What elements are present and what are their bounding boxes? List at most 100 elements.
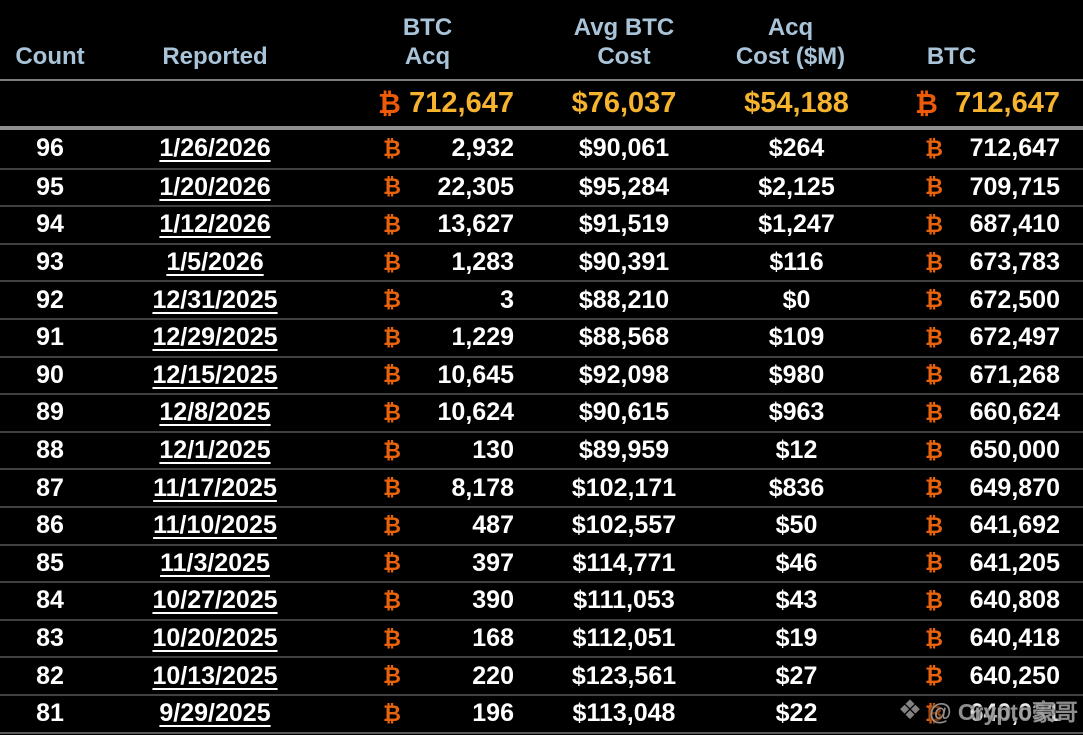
btc-acq-value: 168 bbox=[472, 624, 514, 653]
btc-acq-cell: ₿ 10,624 bbox=[330, 398, 525, 427]
reported-date-cell: 10/13/2025 bbox=[100, 662, 330, 691]
reported-date-link[interactable]: 10/27/2025 bbox=[152, 586, 278, 615]
reported-date-link[interactable]: 12/8/2025 bbox=[159, 398, 271, 427]
table-row: 95 1/20/2026 ₿ 22,305 $95,284 $2,125 ₿ 7… bbox=[0, 167, 1083, 206]
btc-total-value: 641,205 bbox=[969, 548, 1060, 577]
btc-acq-cell: ₿ 1,229 bbox=[330, 323, 525, 352]
count-cell: 91 bbox=[36, 323, 64, 352]
table-header-row: Count Reported BTC Acq Avg BTC Cost Acq … bbox=[0, 0, 1083, 79]
reported-date-cell: 12/1/2025 bbox=[100, 436, 330, 465]
table-row: 82 10/13/2025 ₿ 220 $123,561 $27 ₿ 640,2… bbox=[0, 656, 1083, 694]
btc-acq-cell: ₿ 3 bbox=[330, 286, 525, 315]
acq-cost-cell: $963 bbox=[768, 398, 825, 427]
totals-btc-total: ₿ 712,647 bbox=[870, 87, 1083, 120]
reported-date-link[interactable]: 11/3/2025 bbox=[160, 548, 270, 577]
btc-total-value: 640,031 bbox=[969, 699, 1060, 728]
btc-acq-cell: ₿ 196 bbox=[330, 699, 525, 728]
column-header-reported: Reported bbox=[100, 43, 330, 72]
reported-date-cell: 11/3/2025 bbox=[100, 549, 330, 578]
reported-date-link[interactable]: 10/13/2025 bbox=[152, 661, 278, 690]
acq-cost-cell: $1,247 bbox=[758, 210, 835, 239]
btc-icon: ₿ bbox=[925, 664, 943, 690]
count-cell: 83 bbox=[36, 624, 64, 653]
reported-date-cell: 9/29/2025 bbox=[100, 699, 330, 728]
btc-icon: ₿ bbox=[925, 513, 943, 539]
reported-date-cell: 1/20/2026 bbox=[100, 173, 330, 202]
table-row: 86 11/10/2025 ₿ 487 $102,557 $50 ₿ 641,6… bbox=[0, 505, 1083, 544]
reported-date-cell: 12/31/2025 bbox=[100, 286, 330, 315]
btc-total-cell: ₿ 649,870 bbox=[870, 474, 1083, 503]
avg-btc-cost-cell: $111,053 bbox=[573, 586, 675, 615]
column-header-label: BTC bbox=[926, 43, 977, 71]
avg-btc-cost-cell: $95,284 bbox=[578, 172, 670, 201]
header-divider bbox=[0, 79, 1083, 81]
column-header-label: Acq bbox=[767, 14, 814, 42]
reported-date-link[interactable]: 12/29/2025 bbox=[152, 323, 278, 352]
avg-btc-cost-cell: $113,048 bbox=[572, 699, 676, 728]
count-cell: 89 bbox=[36, 398, 64, 427]
avg-btc-cost-cell: $91,519 bbox=[578, 210, 670, 239]
btc-icon: ₿ bbox=[383, 250, 401, 276]
acq-cost-cell: $50 bbox=[775, 511, 818, 540]
btc-acq-cell: ₿ 13,627 bbox=[330, 210, 525, 239]
btc-icon: ₿ bbox=[925, 288, 943, 314]
column-header-avg-btc-cost: Avg BTC Cost bbox=[525, 14, 723, 72]
btc-acq-value: 487 bbox=[472, 511, 514, 540]
reported-date-link[interactable]: 9/29/2025 bbox=[159, 699, 271, 728]
acq-cost-cell: $264 bbox=[768, 134, 825, 163]
reported-date-link[interactable]: 11/10/2025 bbox=[153, 511, 277, 540]
btc-total-value: 672,497 bbox=[969, 323, 1060, 352]
btc-acq-value: 196 bbox=[472, 699, 514, 728]
reported-date-link[interactable]: 1/12/2026 bbox=[159, 210, 271, 239]
table-row: 88 12/1/2025 ₿ 130 $89,959 $12 ₿ 650,000 bbox=[0, 430, 1083, 469]
count-cell: 81 bbox=[36, 699, 64, 728]
reported-date-link[interactable]: 12/1/2025 bbox=[159, 436, 271, 465]
btc-total-cell: ₿ 673,783 bbox=[870, 248, 1083, 277]
avg-btc-cost-cell: $88,568 bbox=[578, 323, 670, 352]
reported-date-link[interactable]: 1/26/2026 bbox=[159, 134, 271, 163]
bottom-divider bbox=[0, 731, 1083, 734]
reported-date-cell: 1/12/2026 bbox=[100, 210, 330, 239]
acq-cost-cell: $19 bbox=[775, 624, 818, 653]
reported-date-link[interactable]: 12/15/2025 bbox=[152, 360, 278, 389]
reported-date-cell: 11/10/2025 bbox=[100, 511, 330, 540]
column-header-label: Cost bbox=[597, 43, 651, 71]
reported-date-link[interactable]: 10/20/2025 bbox=[152, 624, 278, 653]
count-cell: 93 bbox=[36, 248, 64, 277]
totals-acq-cost-value: $54,188 bbox=[744, 87, 849, 119]
acq-cost-cell: $43 bbox=[775, 586, 818, 615]
btc-total-value: 671,268 bbox=[969, 360, 1060, 389]
btc-icon: ₿ bbox=[925, 363, 943, 389]
acq-cost-cell: $46 bbox=[775, 548, 818, 577]
btc-icon: ₿ bbox=[925, 626, 943, 652]
btc-total-cell: ₿ 687,410 bbox=[870, 210, 1083, 239]
reported-date-cell: 12/15/2025 bbox=[100, 361, 330, 390]
btc-acq-cell: ₿ 220 bbox=[330, 662, 525, 691]
column-header-btc-total: BTC bbox=[870, 43, 1083, 72]
reported-date-cell: 12/29/2025 bbox=[100, 323, 330, 352]
btc-acq-cell: ₿ 8,178 bbox=[330, 474, 525, 503]
table-row: 93 1/5/2026 ₿ 1,283 $90,391 $116 ₿ 673,7… bbox=[0, 242, 1083, 281]
table-row: 94 1/12/2026 ₿ 13,627 $91,519 $1,247 ₿ 6… bbox=[0, 205, 1083, 243]
btc-total-cell: ₿ 671,268 bbox=[870, 361, 1083, 390]
reported-date-cell: 1/26/2026 bbox=[100, 134, 330, 163]
btc-total-cell: ₿ 640,808 bbox=[870, 586, 1083, 615]
avg-btc-cost-cell: $123,561 bbox=[571, 661, 677, 690]
btc-total-cell: ₿ 641,205 bbox=[870, 549, 1083, 578]
btc-total-cell: ₿ 650,000 bbox=[870, 436, 1083, 465]
btc-icon: ₿ bbox=[383, 664, 401, 690]
reported-date-link[interactable]: 1/5/2026 bbox=[166, 248, 264, 277]
reported-date-link[interactable]: 12/31/2025 bbox=[152, 285, 278, 314]
table-body: 96 1/26/2026 ₿ 2,932 $90,061 $264 ₿ 712,… bbox=[0, 130, 1083, 732]
avg-btc-cost-cell: $102,557 bbox=[571, 511, 677, 540]
btc-acq-value: 10,624 bbox=[437, 398, 514, 427]
btc-icon: ₿ bbox=[925, 476, 943, 502]
avg-btc-cost-cell: $88,210 bbox=[578, 285, 670, 314]
btc-total-cell: ₿ 672,500 bbox=[870, 286, 1083, 315]
acq-cost-cell: $27 bbox=[775, 661, 818, 690]
count-cell: 95 bbox=[36, 172, 64, 201]
reported-date-link[interactable]: 1/20/2026 bbox=[159, 172, 271, 201]
btc-icon: ₿ bbox=[925, 175, 943, 201]
btc-acq-value: 2,932 bbox=[451, 134, 514, 163]
reported-date-link[interactable]: 11/17/2025 bbox=[153, 473, 277, 502]
